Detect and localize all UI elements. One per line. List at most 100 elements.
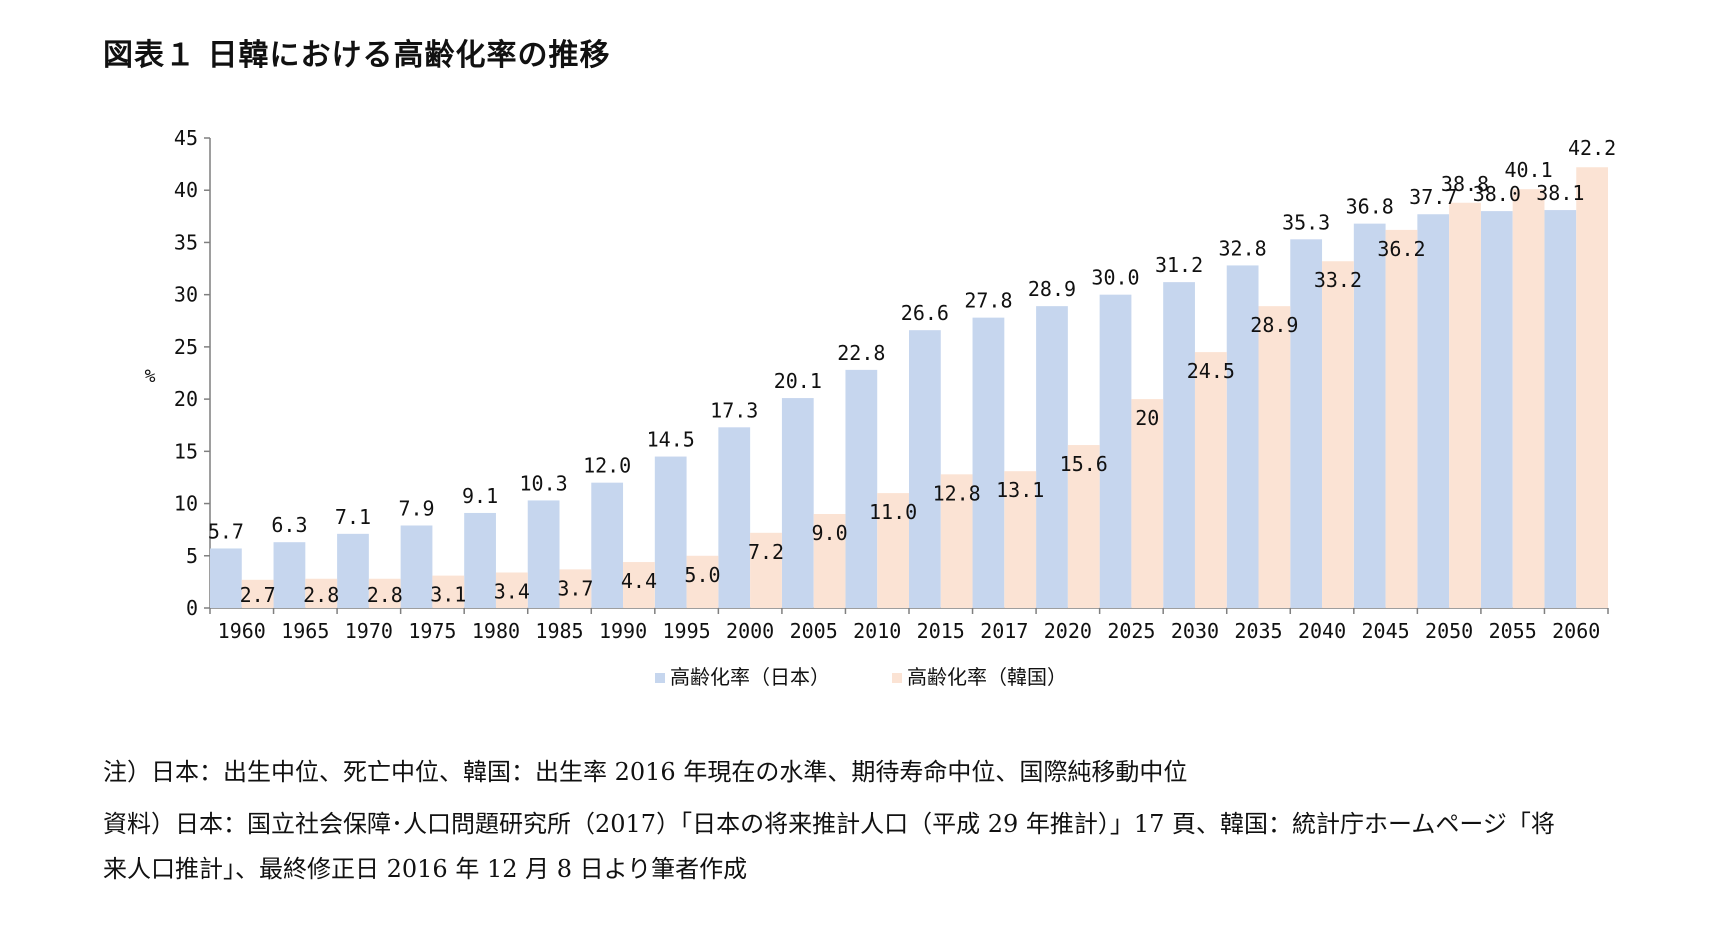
data-label-korea: 5.0 <box>684 563 720 587</box>
bar-japan <box>1036 306 1068 608</box>
y-tick-label: 0 <box>186 596 198 620</box>
y-tick-label: 20 <box>174 387 198 411</box>
data-label-japan: 12.0 <box>583 454 631 478</box>
data-label-japan: 10.3 <box>520 471 568 495</box>
bar-japan <box>1353 223 1386 608</box>
data-label-japan: 36.8 <box>1346 195 1394 219</box>
data-label-japan: 5.7 <box>208 519 244 543</box>
data-label-korea: 40.1 <box>1504 158 1552 182</box>
bar-japan <box>400 525 433 608</box>
bar-korea <box>813 514 846 608</box>
bar-japan <box>527 500 560 608</box>
x-tick-label: 2055 <box>1489 619 1537 643</box>
data-label-korea: 28.9 <box>1250 313 1298 337</box>
data-label-japan: 20.1 <box>774 369 822 393</box>
y-tick-label: 10 <box>174 492 198 516</box>
data-label-japan: 38.0 <box>1473 182 1521 206</box>
y-tick-label: 45 <box>174 126 198 150</box>
data-label-japan: 31.2 <box>1155 253 1203 277</box>
y-axis-label: % <box>145 366 156 387</box>
data-label-korea: 7.2 <box>748 540 784 564</box>
bar-korea <box>1322 261 1354 608</box>
bar-japan <box>1163 282 1195 608</box>
x-tick-label: 2040 <box>1298 619 1346 643</box>
data-label-japan: 17.3 <box>710 398 758 422</box>
data-label-korea: 15.6 <box>1060 452 1108 476</box>
chart-title: 図表１ 日韓における高齢化率の推移 <box>103 38 611 73</box>
data-label-korea: 4.4 <box>621 569 657 593</box>
x-tick-label: 2015 <box>917 619 965 643</box>
bar-japan <box>591 482 624 608</box>
data-label-japan: 32.8 <box>1219 236 1267 260</box>
data-label-japan: 35.3 <box>1282 210 1330 234</box>
data-label-korea: 9.0 <box>812 521 848 545</box>
legend-swatch-korea <box>892 673 902 683</box>
x-tick-label: 2045 <box>1362 619 1410 643</box>
bar-korea <box>559 569 592 608</box>
bar-japan <box>781 398 814 608</box>
bar-korea <box>495 572 528 608</box>
data-label-japan: 30.0 <box>1091 266 1139 290</box>
data-label-japan: 22.8 <box>837 341 885 365</box>
x-axis-group: 1960 1965 1970 1975 1980 1985 1990 1995 2000 2005… <box>209 607 1609 643</box>
x-tick-label: 2005 <box>790 619 838 643</box>
bar-korea <box>940 474 973 608</box>
data-label-korea: 24.5 <box>1187 359 1235 383</box>
bar-korea <box>1131 399 1164 608</box>
x-tick-label: 1970 <box>345 619 393 643</box>
bar-japan <box>273 542 306 608</box>
data-label-korea: 20 <box>1135 406 1159 430</box>
x-tick-label: 2035 <box>1234 619 1282 643</box>
x-tick-label: 1975 <box>408 619 456 643</box>
data-label-japan: 26.6 <box>901 301 949 325</box>
legend: 高齢化率（日本） 高齢化率（韓国） <box>655 665 1067 689</box>
data-label-korea: 3.4 <box>494 579 530 603</box>
bar-korea <box>1067 445 1100 608</box>
data-label-korea: 3.1 <box>430 583 466 607</box>
x-tick-label: 2030 <box>1171 619 1219 643</box>
source-note-line2: 来人口推計」、最終修正日 2016 年 12 月 8 日より筆者作成 <box>103 855 748 883</box>
data-label-japan: 7.9 <box>398 496 434 520</box>
bar-japan <box>1480 211 1513 608</box>
bar-japan <box>718 427 751 608</box>
bar-japan <box>210 548 242 608</box>
bar-korea <box>1194 352 1227 608</box>
x-tick-label: 2017 <box>980 619 1028 643</box>
x-tick-label: 2020 <box>1044 619 1092 643</box>
bar-korea <box>241 579 274 608</box>
bar-japan <box>1544 210 1577 609</box>
bar-japan <box>909 330 941 608</box>
bar-korea <box>305 578 338 608</box>
bar-korea <box>432 575 465 608</box>
data-label-korea: 33.2 <box>1314 268 1362 292</box>
y-tick-label: 5 <box>186 544 198 568</box>
data-label-japan: 38.1 <box>1536 181 1584 205</box>
data-label-japan: 9.1 <box>462 484 498 508</box>
data-label-korea: 12.8 <box>933 481 981 505</box>
x-tick-label: 2060 <box>1552 619 1600 643</box>
y-tick-label: 40 <box>174 178 198 202</box>
x-tick-label: 2025 <box>1107 619 1155 643</box>
x-tick-label: 2000 <box>726 619 774 643</box>
bar-korea <box>1449 202 1481 608</box>
bar-korea <box>877 493 909 608</box>
x-tick-label: 1980 <box>472 619 520 643</box>
data-label-korea: 11.0 <box>869 500 917 524</box>
data-label-korea: 42.2 <box>1568 136 1616 160</box>
y-tick-label: 35 <box>174 230 198 254</box>
x-tick-label: 1960 <box>218 619 266 643</box>
data-label-korea: 2.8 <box>367 583 403 607</box>
bar-japan <box>845 369 878 608</box>
bar-korea <box>750 532 782 608</box>
data-label-japan: 28.9 <box>1028 277 1076 301</box>
bar-japan <box>972 317 1005 608</box>
bar-korea <box>1512 189 1545 608</box>
bar-korea <box>623 562 655 608</box>
bar-korea <box>1385 229 1418 608</box>
legend-swatch-japan <box>655 673 665 683</box>
data-labels-group: 5.7 6.3 7.1 7.9 9.1 10.3 12.0 14.5 17.3 20.1 22.8 2… <box>208 136 1616 607</box>
bar-japan <box>337 533 369 608</box>
y-tick-label: 25 <box>174 335 198 359</box>
source-note-line1: 資料）日本：国立社会保障･人口問題研究所（2017）「日本の将来推計人口（平成 … <box>103 810 1555 838</box>
x-tick-label: 2050 <box>1425 619 1473 643</box>
